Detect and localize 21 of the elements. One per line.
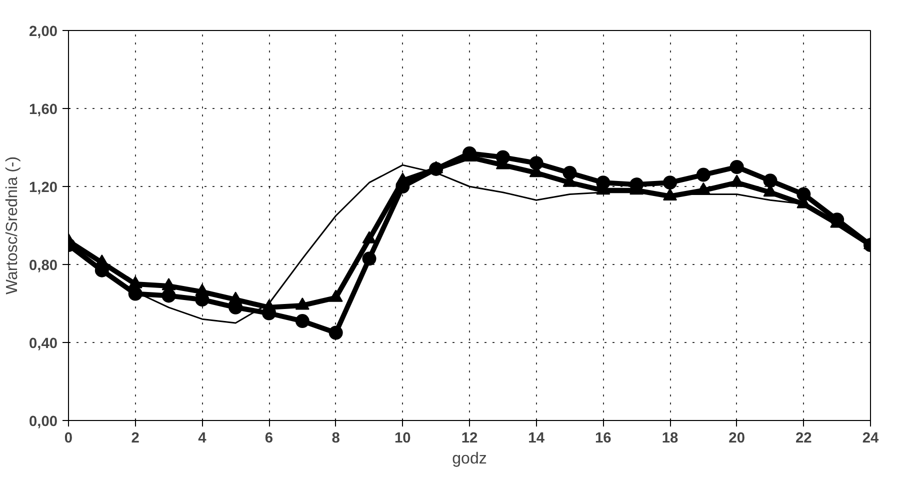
x-tick-label: 8 — [332, 430, 340, 446]
x-tick-label: 22 — [796, 430, 812, 446]
x-tick-label: 4 — [198, 430, 208, 446]
x-tick-label: 10 — [394, 430, 411, 446]
x-tick-label: 14 — [528, 430, 546, 446]
x-tick-label: 2 — [131, 430, 140, 446]
x-axis-title: godz — [452, 450, 487, 468]
y-tick-label: 1,20 — [28, 180, 58, 196]
y-tick-label: 0,00 — [28, 414, 58, 430]
x-tick-label: 6 — [264, 430, 274, 446]
x-tick-label: 16 — [595, 430, 612, 446]
y-tick-label: 2,00 — [28, 24, 58, 40]
x-tick-label: 12 — [461, 430, 478, 446]
x-tick-label: 0 — [64, 430, 73, 446]
x-tick-label: 20 — [728, 430, 745, 446]
y-tick-label: 0,40 — [28, 336, 58, 352]
y-axis-title: Wartosc/Srednia (-) — [4, 156, 21, 295]
x-tick-label: 18 — [662, 430, 678, 446]
x-tick-label: 24 — [862, 430, 880, 446]
y-tick-label: 1,60 — [28, 102, 58, 118]
y-tick-label: 0,80 — [28, 258, 58, 274]
